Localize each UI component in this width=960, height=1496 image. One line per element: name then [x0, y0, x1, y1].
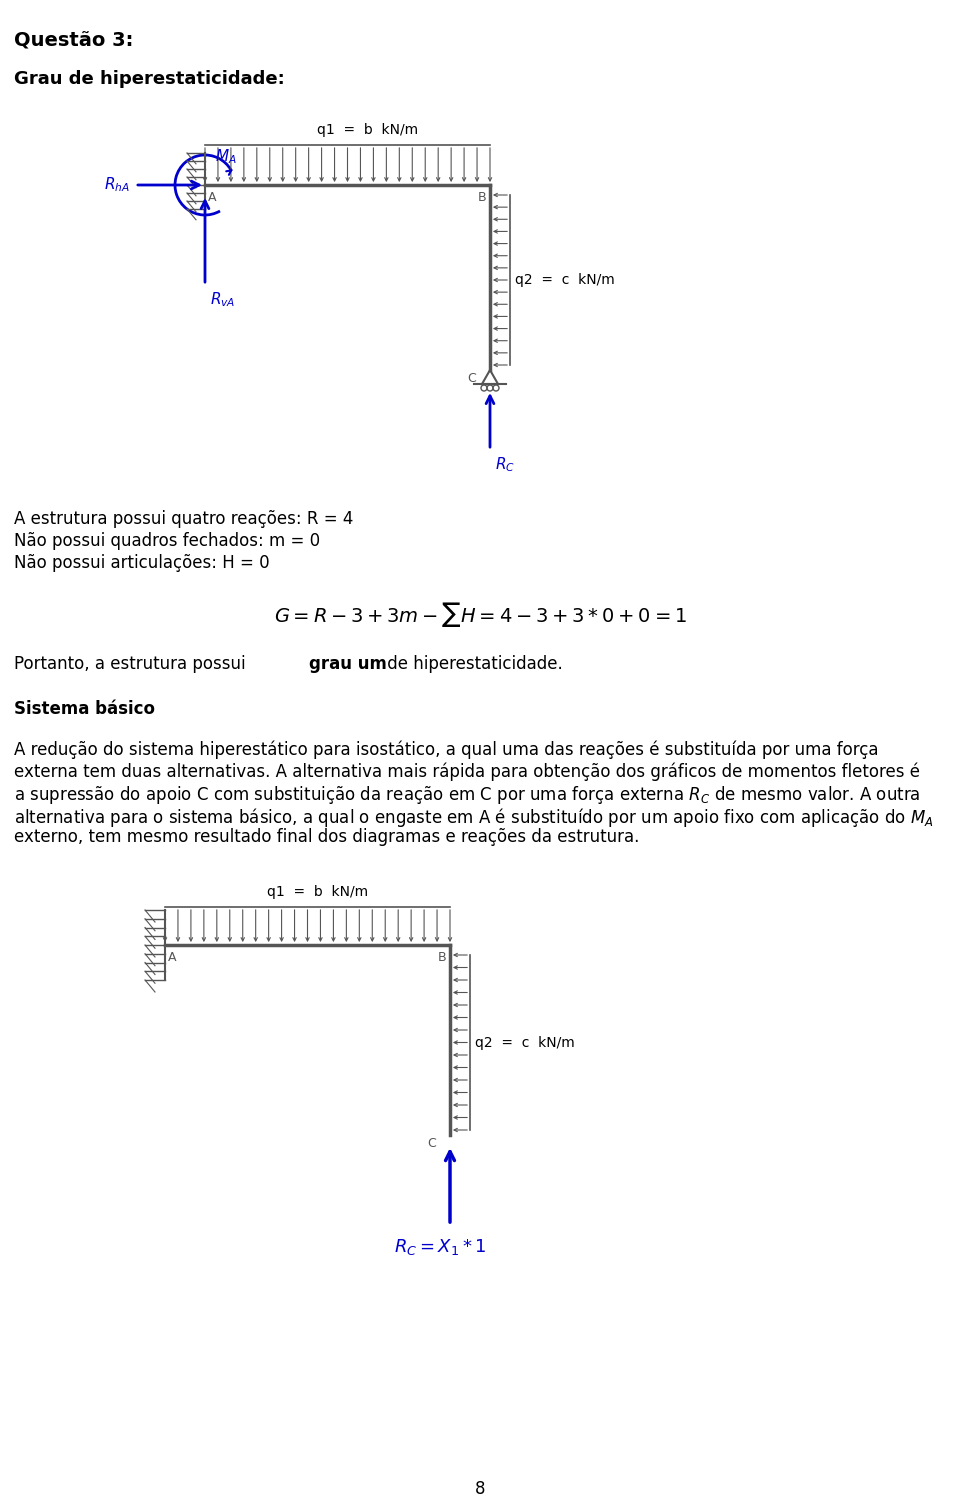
Text: Grau de hiperestaticidade:: Grau de hiperestaticidade: — [14, 70, 285, 88]
Text: q2  =  c  kN/m: q2 = c kN/m — [515, 272, 614, 287]
Text: 8: 8 — [475, 1480, 485, 1496]
Text: C: C — [468, 373, 476, 384]
Text: de hiperestaticidade.: de hiperestaticidade. — [382, 655, 563, 673]
Text: $R_{vA}$: $R_{vA}$ — [210, 290, 235, 308]
Text: a supressão do apoio C com substituição da reação em C por uma força externa $R_: a supressão do apoio C com substituição … — [14, 784, 921, 806]
Text: alternativa para o sistema básico, a qual o engaste em A é substituído por um ap: alternativa para o sistema básico, a qua… — [14, 806, 934, 829]
Text: A estrutura possui quatro reações: R = 4: A estrutura possui quatro reações: R = 4 — [14, 510, 353, 528]
Text: $G = R - 3 + 3m - \sum H = 4 - 3 + 3 * 0 + 0 = 1$: $G = R - 3 + 3m - \sum H = 4 - 3 + 3 * 0… — [274, 600, 686, 628]
Text: Sistema básico: Sistema básico — [14, 700, 155, 718]
Text: q1  =  b  kN/m: q1 = b kN/m — [267, 886, 368, 899]
Text: Questão 3:: Questão 3: — [14, 30, 133, 49]
Text: $R_C$: $R_C$ — [495, 455, 515, 474]
Text: q2  =  c  kN/m: q2 = c kN/m — [475, 1035, 575, 1050]
Text: A: A — [168, 951, 177, 963]
Text: A: A — [208, 191, 217, 203]
Text: B: B — [438, 951, 446, 963]
Text: externo, tem mesmo resultado final dos diagramas e reações da estrutura.: externo, tem mesmo resultado final dos d… — [14, 827, 639, 847]
Text: A redução do sistema hiperestático para isostático, a qual uma das reações é sub: A redução do sistema hiperestático para … — [14, 741, 878, 758]
Text: Não possui quadros fechados: m = 0: Não possui quadros fechados: m = 0 — [14, 533, 320, 551]
Text: $R_C = X_1 * 1$: $R_C = X_1 * 1$ — [394, 1237, 487, 1257]
Text: Não possui articulações: H = 0: Não possui articulações: H = 0 — [14, 554, 270, 571]
Text: grau um: grau um — [309, 655, 387, 673]
Text: $M_A$: $M_A$ — [215, 147, 237, 166]
Text: q1  =  b  kN/m: q1 = b kN/m — [317, 123, 418, 138]
Text: C: C — [427, 1137, 436, 1150]
Text: B: B — [478, 191, 487, 203]
Text: externa tem duas alternativas. A alternativa mais rápida para obtenção dos gráfi: externa tem duas alternativas. A alterna… — [14, 761, 920, 781]
Text: $R_{hA}$: $R_{hA}$ — [104, 175, 130, 194]
Text: Portanto, a estrutura possui: Portanto, a estrutura possui — [14, 655, 251, 673]
